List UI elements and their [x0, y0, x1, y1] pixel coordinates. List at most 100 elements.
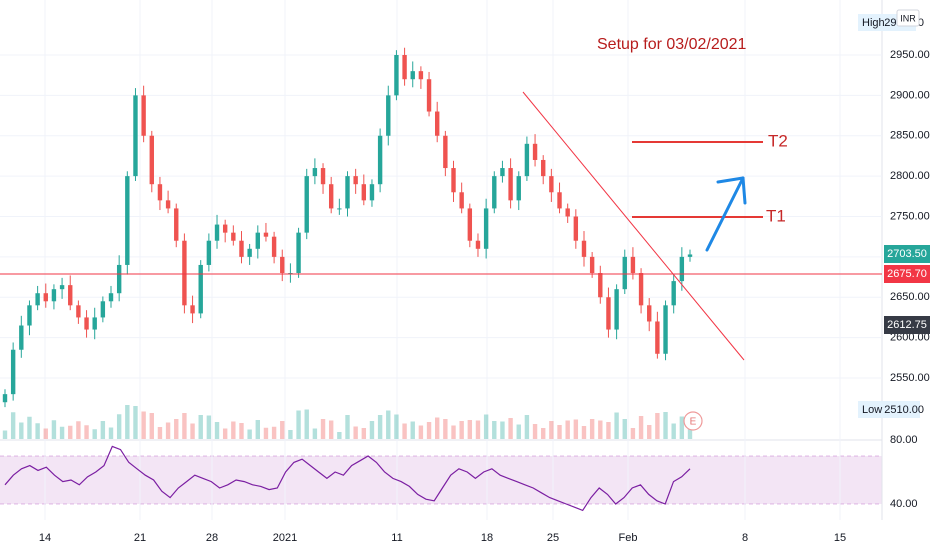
earnings-marker[interactable]	[683, 411, 703, 431]
candle-body	[320, 168, 326, 185]
candle-body	[451, 168, 456, 193]
candle-body	[116, 264, 122, 294]
candle-body	[35, 293, 40, 306]
volume-bar	[19, 422, 24, 439]
volume-bar	[190, 423, 195, 439]
candle-body	[182, 240, 187, 306]
volume-bar	[541, 428, 546, 439]
volume-bar	[508, 418, 513, 439]
candle-body	[174, 208, 179, 241]
price-tick-label: 2950.00	[890, 49, 930, 61]
candle-body	[51, 289, 57, 302]
low-label: Low	[862, 404, 882, 416]
volume-bar	[532, 424, 538, 439]
candle-body	[598, 273, 603, 298]
volume-bar	[149, 413, 154, 439]
volume-bar	[565, 420, 570, 439]
volume-bar	[687, 427, 693, 439]
candle-body	[247, 248, 252, 257]
earnings-marker-label: E	[690, 417, 697, 428]
candle-body	[647, 305, 652, 322]
candle-body	[377, 135, 383, 185]
volume-bar	[410, 421, 415, 439]
volume-bar	[614, 412, 619, 439]
volume-bar	[76, 421, 81, 439]
low-label-box	[858, 401, 920, 418]
volume-bar	[255, 420, 260, 439]
candle-body	[133, 95, 138, 177]
candle-body	[516, 176, 521, 201]
volume-bar	[377, 415, 383, 439]
price-tick-label: 2850.00	[890, 130, 930, 142]
price-tick-label: 2900.00	[890, 89, 930, 101]
volume-bar	[353, 426, 358, 439]
high-label: High	[862, 17, 885, 29]
rsi-band	[0, 456, 882, 504]
candle-body	[483, 208, 489, 249]
support-price-value: 2675.70	[887, 268, 927, 280]
candle-body	[418, 71, 424, 80]
volume-bar	[312, 428, 318, 439]
volume-bar	[288, 430, 293, 439]
time-tick-label: 11	[391, 532, 402, 544]
candle-body	[557, 192, 562, 209]
volume-bar	[320, 419, 326, 439]
candle-body	[84, 317, 89, 330]
volume-bar	[182, 413, 187, 439]
rsi-line	[4, 445, 691, 512]
currency-badge[interactable]	[896, 9, 920, 27]
volume-bar	[557, 425, 562, 439]
last-price-value: 2703.50	[887, 248, 927, 260]
volume-bar	[280, 421, 285, 439]
crosshair-price-tag	[884, 316, 930, 334]
volume-bar	[214, 422, 220, 439]
volume-bar	[663, 412, 668, 439]
candle-body	[10, 349, 16, 395]
candle-body	[43, 293, 48, 302]
volume-bar	[361, 428, 367, 439]
volume-bar	[222, 428, 228, 439]
volume-bar	[328, 420, 334, 439]
candle-body	[638, 273, 644, 306]
candle-body	[190, 305, 195, 314]
candle-body	[345, 176, 350, 209]
price-tick-label: 2750.00	[890, 210, 930, 222]
volume-bar	[108, 427, 114, 439]
candle-body	[125, 176, 130, 265]
candle-body	[100, 301, 106, 318]
candle-body	[402, 55, 407, 80]
volume-bar	[394, 414, 399, 439]
price-tick-label: 2600.00	[890, 332, 930, 344]
breakout-arrow	[705, 176, 745, 252]
candle-body	[386, 95, 391, 136]
candle-body	[141, 95, 146, 136]
chart-title: Setup for 03/02/2021	[597, 36, 747, 53]
crosshair-price-value: 2612.75	[887, 319, 927, 331]
volume-bar	[68, 425, 73, 439]
candle-body	[59, 285, 65, 290]
candle-body	[271, 236, 277, 257]
volume-bar	[35, 423, 40, 439]
candle-body	[524, 143, 530, 177]
candle-body	[149, 135, 154, 185]
volume-bar	[589, 419, 595, 439]
candle-body	[76, 305, 81, 318]
candle-body	[467, 208, 473, 241]
volume-bar	[157, 427, 163, 439]
candle-body	[475, 240, 481, 249]
candle-body	[500, 168, 505, 177]
candle-body	[459, 192, 464, 209]
volume-bar	[100, 421, 106, 439]
candle-body	[92, 317, 97, 330]
rsi-axis: 40.00 80.00	[890, 434, 918, 510]
candle-body	[198, 264, 203, 314]
time-tick-label: 8	[742, 532, 748, 544]
volume-bar	[622, 419, 627, 439]
volume-bar	[174, 419, 179, 439]
volume-bar	[516, 424, 521, 439]
candle-body	[296, 232, 301, 274]
candle-body	[581, 240, 587, 257]
volume-bar	[606, 422, 611, 439]
volume-bar	[247, 429, 252, 439]
